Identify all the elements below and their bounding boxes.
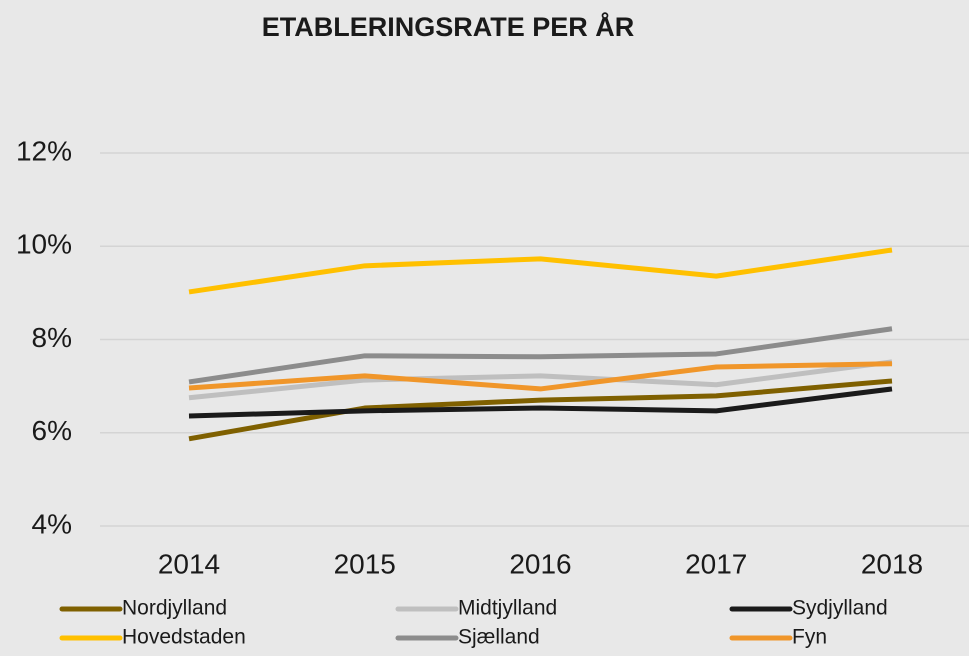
- y-tick-label: 4%: [32, 508, 72, 539]
- legend-label: Hovedstaden: [122, 626, 246, 649]
- x-tick-label: 2015: [334, 548, 396, 579]
- y-tick-label: 6%: [32, 415, 72, 446]
- series-line: [188, 386, 893, 419]
- series-line: [188, 247, 893, 295]
- x-tick-label: 2017: [685, 548, 747, 579]
- x-tick-label: 2016: [509, 548, 571, 579]
- chart-title: ETABLERINGSRATE PER ÅR: [262, 11, 635, 42]
- series-line: [188, 326, 893, 385]
- legend-label: Sydjylland: [792, 597, 888, 620]
- y-tick-label: 10%: [16, 229, 72, 260]
- legend-label: Nordjylland: [122, 597, 227, 620]
- y-tick-label: 8%: [32, 322, 72, 353]
- series-line: [188, 361, 893, 392]
- x-tick-label: 2018: [861, 548, 923, 579]
- y-tick-label: 12%: [16, 135, 72, 166]
- legend-label: Fyn: [792, 626, 827, 649]
- legend-label: Sjælland: [458, 626, 540, 649]
- legend-label: Midtjylland: [458, 597, 557, 620]
- series-line: [188, 378, 893, 442]
- series-line: [188, 359, 893, 401]
- x-tick-label: 2014: [158, 548, 220, 579]
